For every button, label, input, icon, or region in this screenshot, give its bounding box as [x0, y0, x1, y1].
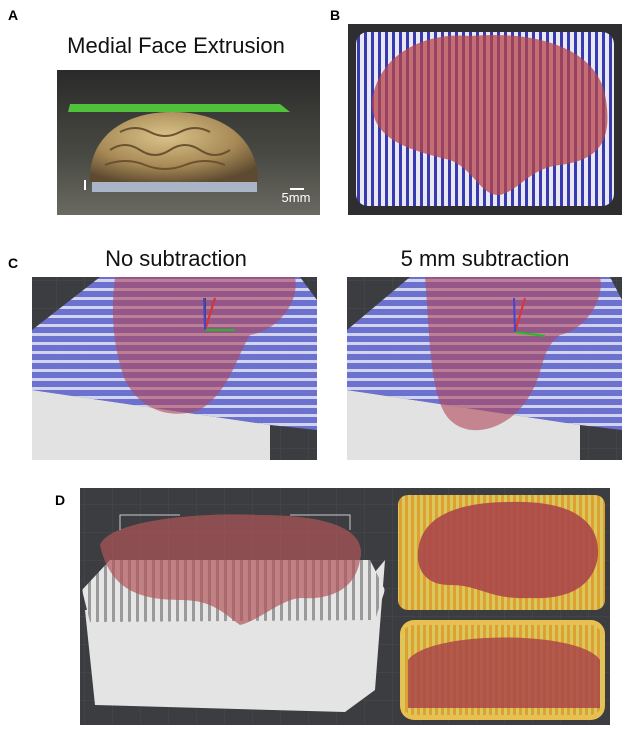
axis-z: [204, 298, 205, 330]
marker: [84, 180, 86, 190]
brain-region: [418, 502, 598, 598]
render-5mm-subtraction: [347, 277, 622, 460]
panel-label: B: [330, 7, 340, 23]
panel-title: No subtraction: [105, 246, 247, 271]
axis-z: [514, 298, 515, 332]
panel-title: Medial Face Extrusion: [67, 33, 285, 58]
panel-title: 5 mm subtraction: [401, 246, 570, 271]
figure: A Medial Face Extrusion 5mm B C No subtr…: [0, 0, 630, 729]
mold-3d: [82, 514, 385, 712]
mold-print-bottom: [400, 620, 605, 720]
mold-print-top: [398, 495, 605, 610]
brain-region: [408, 638, 600, 709]
panel-label: D: [55, 492, 65, 508]
scale-bar-label: 5mm: [282, 190, 311, 205]
panel-label: A: [8, 7, 18, 23]
extrusion-plane: [68, 104, 290, 112]
panel-label: C: [8, 255, 18, 271]
render-no-subtraction: [32, 277, 317, 460]
